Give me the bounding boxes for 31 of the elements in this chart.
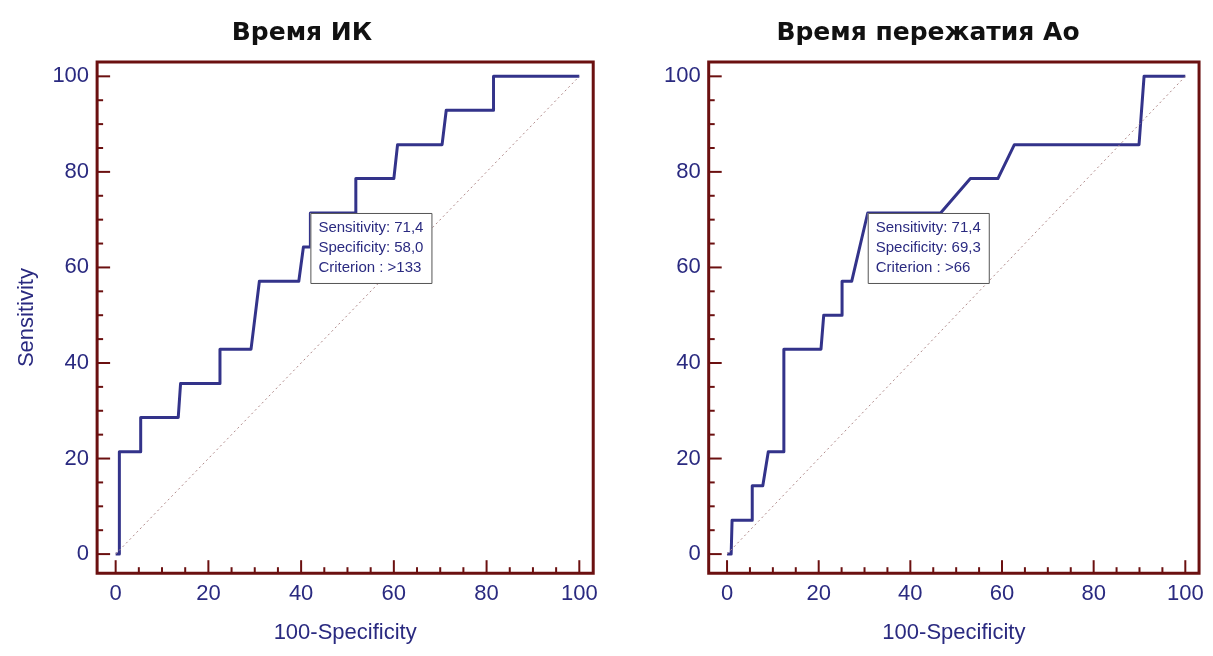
x-tick-label: 40	[288, 580, 314, 606]
x-tick-label: 100	[560, 580, 598, 606]
x-tick-label: 60	[381, 580, 407, 606]
y-tick-label: 80	[64, 157, 90, 183]
annotation: Sensitivity: 71,4 Specificity: 69,3 Criterion : >66	[875, 217, 981, 275]
y-tick-label: 80	[676, 157, 701, 183]
x-axis-title: 100-Specificity	[882, 618, 1026, 644]
chart-title: Время ИК	[231, 16, 373, 46]
chart-title: Время пережатия Ao	[776, 16, 1080, 46]
x-tick-label: 20	[196, 580, 221, 606]
y-tick-label: 0	[688, 540, 701, 566]
x-tick-label: 0	[109, 580, 122, 606]
x-tick-label: 40	[898, 580, 923, 606]
x-tick-label: 0	[720, 580, 734, 606]
x-tick-label: 80	[474, 580, 499, 606]
y-tick-label: 20	[676, 444, 701, 470]
y-tick-label: 40	[676, 349, 701, 375]
y-tick-label: 100	[663, 62, 701, 88]
x-axis-title: 100-Specificity	[273, 618, 417, 644]
x-tick-label: 80	[1081, 580, 1106, 606]
y-tick-label: 40	[64, 349, 90, 375]
y-tick-label: 60	[64, 253, 90, 279]
y-tick-label: 0	[76, 540, 90, 566]
y-tick-label: 20	[64, 444, 90, 470]
annotation: Sensitivity: 71,4 Specificity: 58,0 Criterion : >133	[318, 217, 424, 275]
y-axis-title: Sensitivity	[13, 268, 39, 368]
x-tick-label: 100	[1166, 580, 1204, 606]
y-tick-label: 60	[676, 253, 701, 279]
x-tick-label: 20	[806, 580, 831, 606]
y-tick-label: 100	[52, 62, 90, 88]
x-tick-label: 60	[989, 580, 1015, 606]
